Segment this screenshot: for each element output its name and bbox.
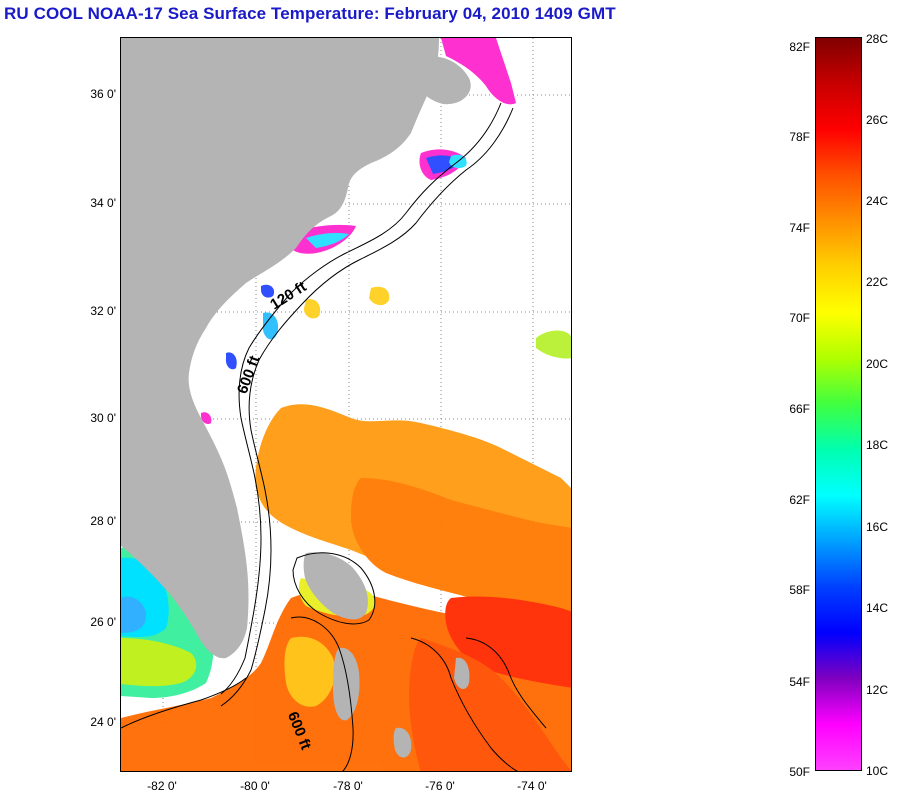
depth-contours	[121, 102, 547, 771]
contour-label-600ft: 600 ft	[234, 354, 263, 397]
lon-label-80: -80 0'	[240, 779, 270, 793]
colorbar-c-20: 20C	[866, 357, 889, 371]
colorbar-c-12: 12C	[866, 683, 889, 697]
land	[121, 38, 471, 758]
colorbar-c-24: 24C	[866, 194, 889, 208]
lat-label-36: 36 0'	[90, 87, 116, 101]
lon-label-74: -74 0'	[517, 779, 547, 793]
colorbar-f-50: 50F	[789, 765, 810, 779]
colorbar-f-62: 62F	[789, 493, 810, 507]
lat-label-32: 32 0'	[90, 304, 116, 318]
colorbar-f-74: 74F	[789, 221, 810, 235]
map-title: RU COOL NOAA-17 Sea Surface Temperature:…	[4, 4, 616, 23]
colorbar-f-70: 70F	[789, 311, 810, 325]
colorbar-f-78: 78F	[789, 130, 810, 144]
temperature-colorbar	[815, 37, 862, 771]
colorbar-f-58: 58F	[789, 583, 810, 597]
colorbar-c-16: 16C	[866, 520, 889, 534]
colorbar-c-26: 26C	[866, 113, 889, 127]
lon-label-76: -76 0'	[425, 779, 455, 793]
lat-label-28: 28 0'	[90, 514, 116, 528]
colorbar-f-82: 82F	[789, 40, 810, 54]
colorbar-c-14: 14C	[866, 601, 889, 615]
colorbar-c-28: 28C	[866, 32, 889, 46]
colorbar-c-10: 10C	[866, 764, 889, 778]
colorbar-f-54: 54F	[789, 675, 810, 689]
lon-label-78: -78 0'	[333, 779, 363, 793]
colorbar-c-22: 22C	[866, 275, 889, 289]
lat-label-26: 26 0'	[90, 615, 116, 629]
lat-label-24: 24 0'	[90, 715, 116, 729]
sst-map[interactable]: 120 ft 600 ft 600 ft	[120, 37, 572, 772]
colorbar-c-18: 18C	[866, 438, 889, 452]
lon-label-82: -82 0'	[147, 779, 177, 793]
lat-label-34: 34 0'	[90, 196, 116, 210]
colorbar-f-66: 66F	[789, 402, 810, 416]
contour-label-120ft: 120 ft	[267, 278, 309, 313]
lat-label-30: 30 0'	[90, 411, 116, 425]
sst-map-canvas: 120 ft 600 ft 600 ft	[121, 38, 571, 771]
